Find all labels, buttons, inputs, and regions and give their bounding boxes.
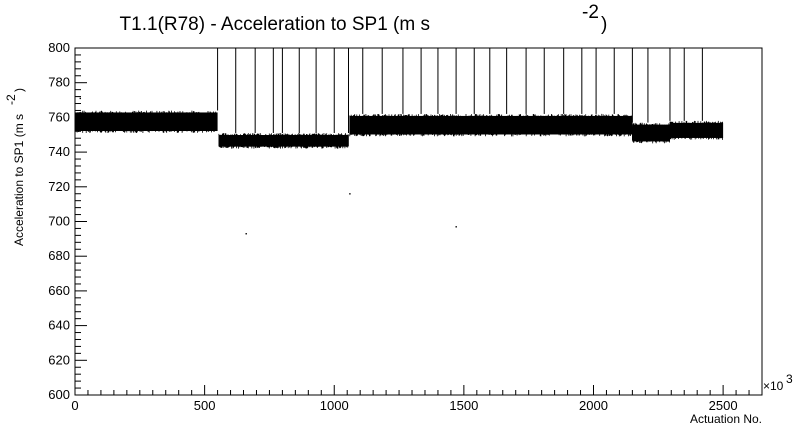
- chart-title-close: ): [601, 14, 607, 35]
- y-tick-label: 660: [48, 283, 70, 298]
- data-band: [632, 122, 670, 144]
- data-point: [79, 97, 81, 100]
- y-tick-label: 600: [48, 387, 70, 402]
- x-tick-label: 1500: [449, 398, 478, 413]
- y-tick-label: 740: [48, 144, 70, 159]
- x-tick-label: 1000: [320, 398, 349, 413]
- y-tick-label: 760: [48, 109, 70, 124]
- x-axis: 0 500 1000 1500 2000 2500: [71, 385, 763, 413]
- y-tick-label: 700: [48, 214, 70, 229]
- chart-title-exponent: -2: [582, 2, 599, 23]
- chart-title: T1.1(R78) - Acceleration to SP1 (m s: [120, 14, 430, 35]
- x-axis-label: Actuation No.: [690, 412, 762, 426]
- x-tick-label: 0: [71, 398, 78, 413]
- y-axis: 600 620 640 660 680 700 720 740 760 780 800: [48, 40, 87, 402]
- y-axis-label-close: ): [12, 88, 26, 92]
- plot-frame: [74, 47, 763, 396]
- y-tick-label: 800: [48, 40, 70, 55]
- y-tick-label: 780: [48, 75, 70, 90]
- y-tick-label: 620: [48, 352, 70, 367]
- data-band: [218, 133, 349, 149]
- data-point: [349, 193, 351, 195]
- y-axis-label-exponent: -2: [4, 94, 18, 105]
- y-axis-label: Acceleration to SP1 (m s: [12, 114, 26, 246]
- y-axis-label-group: Acceleration to SP1 (m s -2 ): [4, 88, 26, 246]
- data-point: [455, 226, 457, 228]
- x-multiplier-exponent: 3: [786, 372, 793, 386]
- x-tick-label: 500: [194, 398, 216, 413]
- data-band: [669, 120, 724, 140]
- x-tick-label: 2000: [579, 398, 608, 413]
- y-tick-label: 680: [48, 248, 70, 263]
- x-tick-label: 2500: [709, 398, 738, 413]
- plot-area: [74, 48, 724, 235]
- y-tick-label: 640: [48, 318, 70, 333]
- data-band: [74, 110, 218, 133]
- data-band: [349, 113, 633, 137]
- data-point: [245, 233, 247, 235]
- y-tick-label: 720: [48, 179, 70, 194]
- x-multiplier-label: ×10: [763, 379, 784, 393]
